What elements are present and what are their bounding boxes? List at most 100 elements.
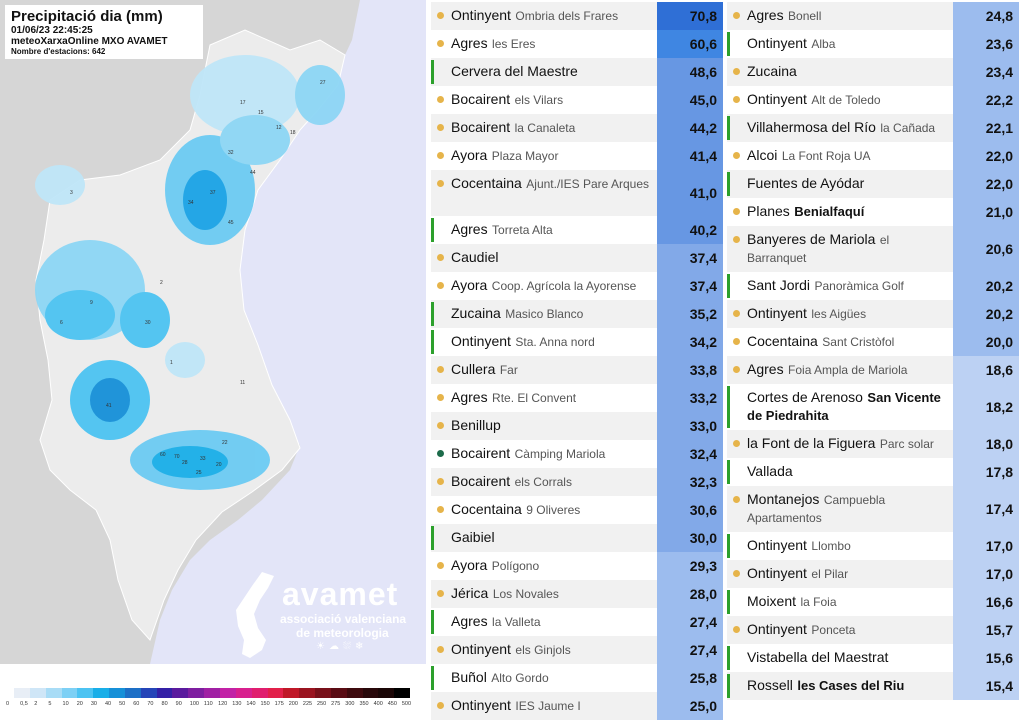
- ranking-row[interactable]: Ontinyent el Pilar 17,0: [727, 560, 1019, 588]
- precipitation-value: 41,0: [657, 170, 723, 216]
- station-location: Ponceta: [811, 623, 856, 637]
- ranking-row[interactable]: Agres Rte. El Convent 33,2: [431, 384, 723, 412]
- ranking-row[interactable]: Ontinyent Ponceta 15,7: [727, 616, 1019, 644]
- station-town: Cullera: [451, 361, 496, 377]
- station-name: Ontinyent IES Jaume I: [431, 692, 657, 720]
- ranking-row[interactable]: Vallada 17,8: [727, 458, 1019, 486]
- ranking-row[interactable]: Ontinyent Sta. Anna nord 34,2: [431, 328, 723, 356]
- ranking-row[interactable]: Agres Bonell 24,8: [727, 2, 1019, 30]
- station-value-label: 45: [228, 220, 234, 226]
- station-name: Bocairent els Corrals: [431, 468, 657, 496]
- ranking-row[interactable]: Ontinyent les Aigües 20,2: [727, 300, 1019, 328]
- station-name: Agres Rte. El Convent: [431, 384, 657, 412]
- ranking-row[interactable]: Cocentaina 9 Oliveres 30,6: [431, 496, 723, 524]
- ranking-row[interactable]: Planes Benialfaquí 21,0: [727, 198, 1019, 226]
- station-name: Cullera Far: [431, 356, 657, 384]
- station-location: Los Novales: [492, 587, 559, 601]
- ranking-row[interactable]: Agres Torreta Alta 40,2: [431, 216, 723, 244]
- legend-tick-label: 200: [288, 701, 298, 707]
- map-title-box: Precipitació dia (mm) 01/06/23 22:45:25 …: [4, 4, 204, 60]
- ranking-row[interactable]: Ontinyent Llombo 17,0: [727, 532, 1019, 560]
- ranking-row[interactable]: Agres la Valleta 27,4: [431, 608, 723, 636]
- station-location: la Foia: [800, 595, 837, 609]
- ranking-row[interactable]: Ontinyent Alt de Toledo 22,2: [727, 86, 1019, 114]
- station-name: Ontinyent el Pilar: [727, 560, 953, 588]
- precipitation-value: 27,4: [657, 608, 723, 636]
- ranking-row[interactable]: Villahermosa del Río la Cañada 22,1: [727, 114, 1019, 142]
- network-marker-bar: [431, 60, 434, 84]
- ranking-row[interactable]: Moixent la Foia 16,6: [727, 588, 1019, 616]
- precipitation-value: 22,1: [953, 114, 1019, 142]
- ranking-row[interactable]: Banyeres de Mariola el Barranquet 20,6: [727, 226, 1019, 272]
- ranking-row[interactable]: Benillup 33,0: [431, 412, 723, 440]
- station-town: Zucaina: [451, 305, 501, 321]
- precipitation-value: 37,4: [657, 272, 723, 300]
- ranking-row[interactable]: Ayora Plaza Mayor 41,4: [431, 142, 723, 170]
- station-town: Fuentes de Ayódar: [747, 175, 865, 191]
- ranking-row[interactable]: Gaibiel 30,0: [431, 524, 723, 552]
- precipitation-value: 15,7: [953, 616, 1019, 644]
- station-town: Rossell: [747, 677, 793, 693]
- station-value-label: 11: [240, 380, 246, 386]
- legend-tick-label: 90: [175, 701, 182, 707]
- ranking-row[interactable]: Ontinyent els Ginjols 27,4: [431, 636, 723, 664]
- precipitation-map[interactable]: Precipitació dia (mm) 01/06/23 22:45:25 …: [0, 0, 426, 726]
- ranking-row[interactable]: Sant Jordi Panoràmica Golf 20,2: [727, 272, 1019, 300]
- ranking-row[interactable]: Rossell les Cases del Riu 15,4: [727, 672, 1019, 700]
- precipitation-value: 18,2: [953, 384, 1019, 430]
- ranking-row[interactable]: Fuentes de Ayódar 22,0: [727, 170, 1019, 198]
- station-location: Masico Blanco: [505, 307, 584, 321]
- ranking-row[interactable]: Bocairent la Canaleta 44,2: [431, 114, 723, 142]
- station-name: Sant Jordi Panoràmica Golf: [727, 272, 953, 300]
- network-marker-bar: [431, 218, 434, 242]
- ranking-row[interactable]: Bocairent Càmping Mariola 32,4: [431, 440, 723, 468]
- ranking-row[interactable]: Cervera del Maestre 48,6: [431, 58, 723, 86]
- network-marker-bar: [431, 666, 434, 690]
- station-marker-dot: [733, 68, 740, 75]
- ranking-row[interactable]: Agres les Eres 60,6: [431, 30, 723, 58]
- legend-swatch: [235, 688, 252, 698]
- station-name: Ontinyent Sta. Anna nord: [431, 328, 657, 356]
- station-marker-dot: [733, 208, 740, 215]
- ranking-row[interactable]: Zucaina 23,4: [727, 58, 1019, 86]
- ranking-row[interactable]: Agres Foia Ampla de Mariola 18,6: [727, 356, 1019, 384]
- ranking-row[interactable]: Ontinyent IES Jaume I 25,0: [431, 692, 723, 720]
- station-name: Ontinyent les Aigües: [727, 300, 953, 328]
- ranking-row[interactable]: Cocentaina Ajunt./IES Pare Arques 41,0: [431, 170, 723, 216]
- ranking-row[interactable]: Zucaina Masico Blanco 35,2: [431, 300, 723, 328]
- ranking-row[interactable]: Cullera Far 33,8: [431, 356, 723, 384]
- ranking-row[interactable]: Ontinyent Ombria dels Frares 70,8: [431, 2, 723, 30]
- ranking-row[interactable]: Montanejos Campuebla Apartamentos 17,4: [727, 486, 1019, 532]
- ranking-row[interactable]: Cocentaina Sant Cristòfol 20,0: [727, 328, 1019, 356]
- station-location: Rte. El Convent: [492, 391, 577, 405]
- ranking-row[interactable]: la Font de la Figuera Parc solar 18,0: [727, 430, 1019, 458]
- precipitation-value: 17,8: [953, 458, 1019, 486]
- station-marker-dot: [437, 282, 444, 289]
- legend-tick-label: 0,5: [20, 701, 28, 707]
- ranking-row[interactable]: Ayora Coop. Agrícola la Ayorense 37,4: [431, 272, 723, 300]
- network-marker-bar: [727, 116, 730, 140]
- precipitation-value: 20,6: [953, 226, 1019, 272]
- ranking-row[interactable]: Caudiel 37,4: [431, 244, 723, 272]
- legend-swatch: [45, 688, 62, 698]
- station-marker-dot: [437, 422, 444, 429]
- ranking-row[interactable]: Vistabella del Maestrat 15,6: [727, 644, 1019, 672]
- precipitation-value: 30,6: [657, 496, 723, 524]
- ranking-row[interactable]: Jérica Los Novales 28,0: [431, 580, 723, 608]
- precipitation-value: 45,0: [657, 86, 723, 114]
- legend-tick-label: 300: [345, 701, 355, 707]
- station-name: Ayora Coop. Agrícola la Ayorense: [431, 272, 657, 300]
- ranking-row[interactable]: Alcoi La Font Roja UA 22,0: [727, 142, 1019, 170]
- station-location: el Barranquet: [747, 233, 890, 265]
- precipitation-value: 18,0: [953, 430, 1019, 458]
- ranking-row[interactable]: Cortes de Arenoso San Vicente de Piedrah…: [727, 384, 1019, 430]
- precipitation-value: 24,8: [953, 2, 1019, 30]
- station-town: Bocairent: [451, 445, 511, 461]
- station-name: Cervera del Maestre: [431, 58, 657, 86]
- ranking-row[interactable]: Bocairent els Vilars 45,0: [431, 86, 723, 114]
- ranking-row[interactable]: Ayora Polígono 29,3: [431, 552, 723, 580]
- station-marker-dot: [437, 702, 444, 709]
- ranking-row[interactable]: Ontinyent Alba 23,6: [727, 30, 1019, 58]
- ranking-row[interactable]: Bocairent els Corrals 32,3: [431, 468, 723, 496]
- ranking-row[interactable]: Buñol Alto Gordo 25,8: [431, 664, 723, 692]
